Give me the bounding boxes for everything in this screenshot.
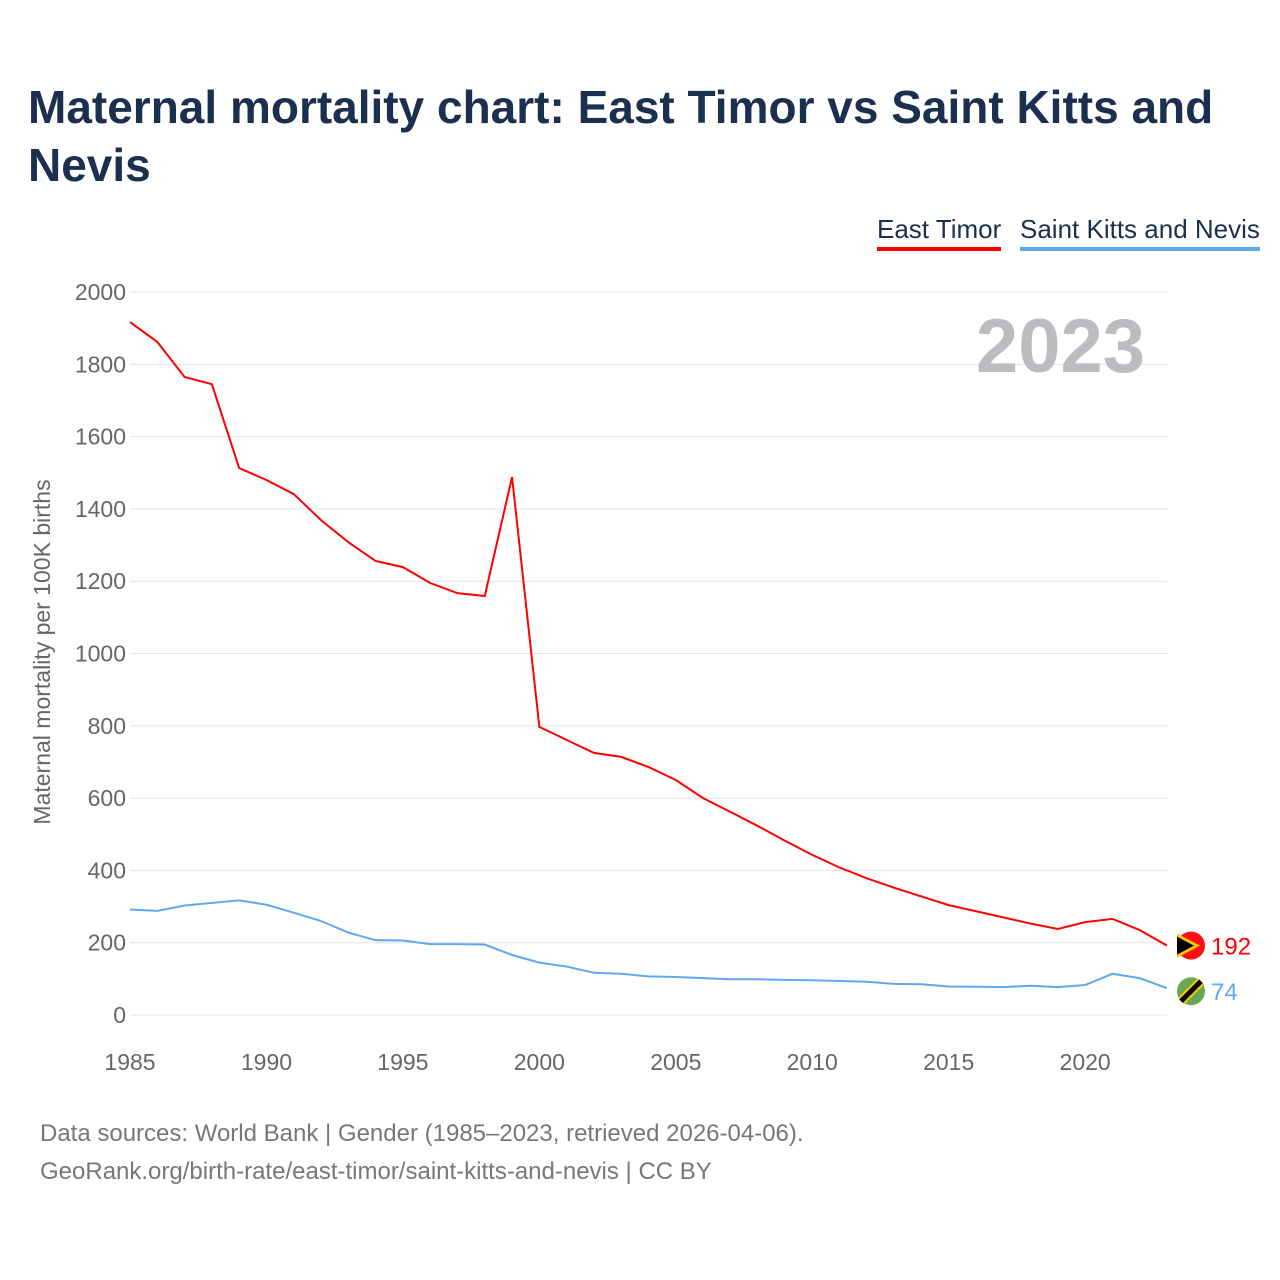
y-axis-label: Maternal mortality per 100K births (29, 479, 55, 824)
legend-saint-kitts-and-nevis[interactable]: Saint Kitts and Nevis (1020, 214, 1260, 251)
y-tick-label: 1000 (75, 641, 126, 667)
end-value-label: 192 (1211, 934, 1251, 961)
y-tick-label: 1600 (75, 424, 126, 450)
y-tick-label: 0 (113, 1002, 126, 1028)
y-tick-label: 2000 (75, 279, 126, 305)
flag-detail (1177, 936, 1194, 955)
year-label: 2023 (976, 304, 1145, 389)
y-tick-label: 600 (88, 785, 126, 811)
x-tick-label: 2020 (1060, 1049, 1111, 1075)
x-tick-label: 2015 (923, 1049, 974, 1075)
y-tick-label: 200 (88, 930, 126, 956)
chart-title: Maternal mortality chart: East Timor vs … (28, 81, 1214, 191)
y-tick-label: 1200 (75, 568, 126, 594)
footer-source: Data sources: World Bank | Gender (1985–… (40, 1120, 804, 1147)
flag-detail (1179, 979, 1203, 1004)
y-tick-label: 1400 (75, 496, 126, 522)
legend-east-timor[interactable]: East Timor (877, 214, 1002, 251)
x-tick-label: 2010 (787, 1049, 838, 1075)
x-tick-label: 2005 (650, 1049, 701, 1075)
x-tick-label: 1985 (104, 1049, 155, 1075)
x-tick-label: 1995 (377, 1049, 428, 1075)
x-tick-label: 2000 (514, 1049, 565, 1075)
y-tick-label: 800 (88, 713, 126, 739)
series-line-east-timor (129, 321, 1168, 947)
y-tick-label: 400 (88, 857, 126, 883)
footer-link[interactable]: GeoRank.org/birth-rate/east-timor/saint-… (40, 1158, 712, 1185)
series-line-saint-kitts-and-nevis (129, 899, 1168, 990)
end-value-label: 74 (1211, 979, 1238, 1006)
x-tick-label: 1990 (241, 1049, 292, 1075)
y-tick-label: 1800 (75, 351, 126, 377)
